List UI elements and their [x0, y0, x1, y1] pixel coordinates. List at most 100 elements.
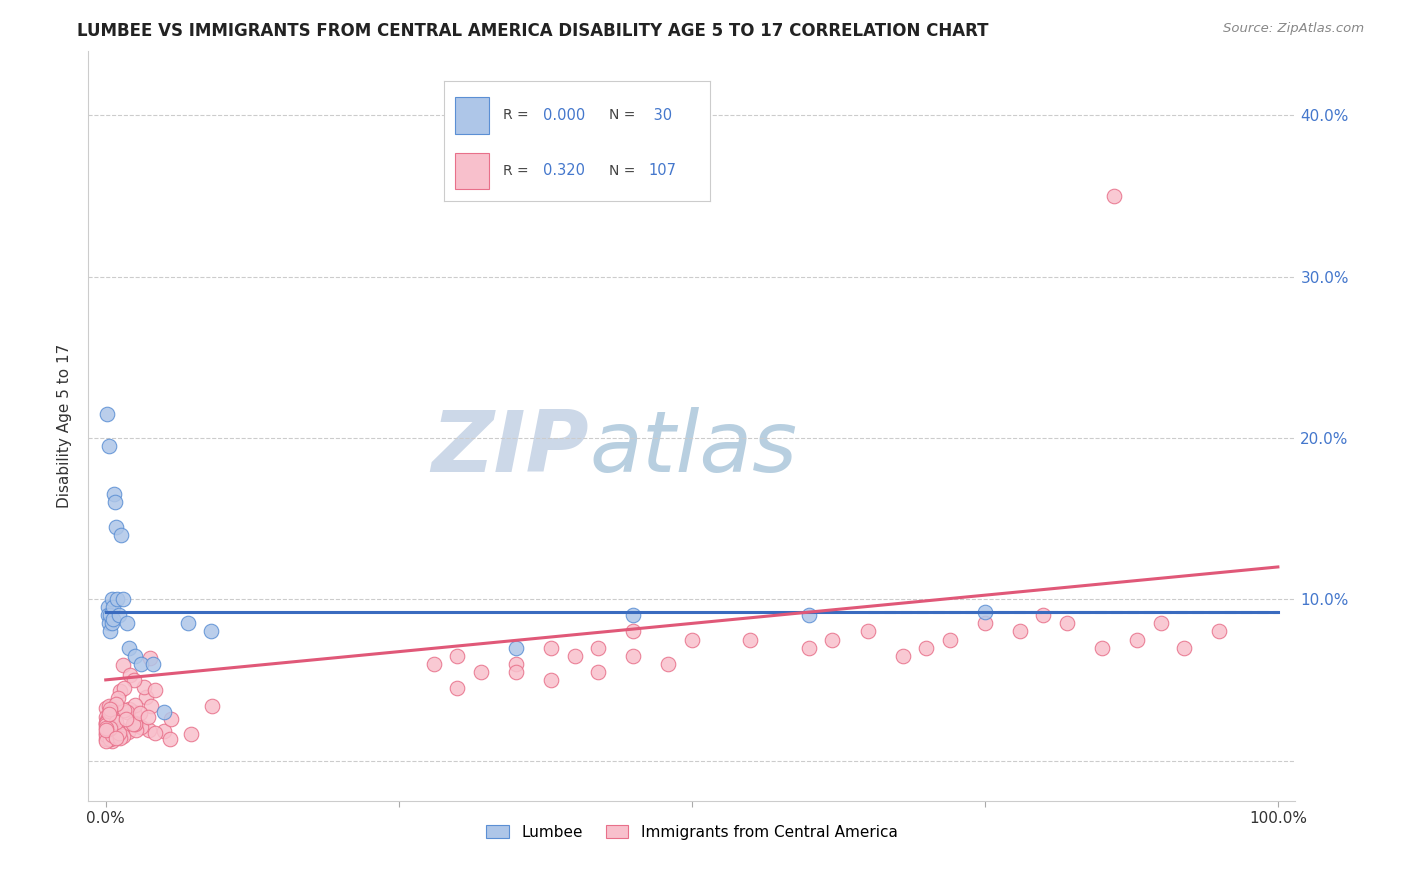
Point — [540, 640, 562, 655]
Point — [105, 722, 128, 736]
Point — [938, 632, 960, 647]
Point — [136, 710, 159, 724]
Point — [100, 616, 122, 631]
Point — [505, 665, 527, 679]
Point — [141, 699, 163, 714]
Point — [100, 592, 122, 607]
Point — [94, 718, 117, 732]
Point — [98, 702, 121, 716]
Point — [98, 705, 121, 719]
Text: ZIP: ZIP — [432, 407, 589, 490]
Point — [118, 702, 141, 716]
Point — [94, 728, 117, 742]
Point — [177, 616, 200, 631]
Point — [94, 733, 117, 747]
Y-axis label: Disability Age 5 to 17: Disability Age 5 to 17 — [58, 343, 72, 508]
Point — [821, 632, 844, 647]
Point — [118, 640, 141, 655]
Point — [797, 640, 820, 655]
Point — [129, 657, 152, 671]
Point — [132, 680, 155, 694]
Point — [540, 673, 562, 687]
Point — [108, 731, 131, 746]
Point — [1008, 624, 1031, 639]
Point — [98, 439, 121, 453]
Point — [110, 527, 132, 541]
Point — [423, 657, 446, 671]
Point — [153, 723, 176, 738]
Point — [100, 720, 122, 734]
Point — [564, 648, 586, 663]
Point — [124, 716, 146, 731]
Point — [115, 616, 138, 631]
Text: LUMBEE VS IMMIGRANTS FROM CENTRAL AMERICA DISABILITY AGE 5 TO 17 CORRELATION CHA: LUMBEE VS IMMIGRANTS FROM CENTRAL AMERIC… — [77, 22, 988, 40]
Point — [94, 723, 117, 737]
Point — [1032, 608, 1054, 623]
Point — [97, 698, 120, 713]
Point — [621, 624, 644, 639]
Point — [446, 648, 468, 663]
Point — [96, 713, 118, 727]
Point — [96, 716, 118, 731]
Point — [103, 712, 125, 726]
Point — [115, 712, 138, 726]
Point — [104, 704, 127, 718]
Point — [94, 732, 117, 747]
Point — [100, 703, 122, 717]
Point — [105, 714, 128, 729]
Point — [1091, 640, 1114, 655]
Point — [159, 712, 181, 726]
Point — [118, 668, 141, 682]
Point — [1208, 624, 1230, 639]
Point — [138, 723, 160, 737]
Point — [180, 727, 202, 741]
Point — [117, 724, 139, 739]
Point — [110, 683, 132, 698]
Point — [107, 690, 129, 705]
Point — [122, 706, 145, 720]
Point — [112, 703, 135, 717]
Point — [1173, 640, 1195, 655]
Point — [107, 608, 129, 623]
Point — [586, 640, 609, 655]
Point — [505, 640, 527, 655]
Point — [138, 650, 160, 665]
Point — [129, 720, 152, 734]
Point — [891, 648, 914, 663]
Point — [108, 726, 131, 740]
Point — [98, 616, 121, 631]
Point — [115, 705, 138, 719]
Point — [105, 519, 128, 533]
Point — [100, 608, 122, 623]
Point — [96, 701, 118, 715]
Point — [159, 731, 181, 746]
Point — [112, 729, 135, 743]
Point — [143, 725, 166, 739]
Point — [740, 632, 762, 647]
Point — [657, 657, 679, 671]
Point — [973, 616, 995, 631]
Text: atlas: atlas — [589, 407, 797, 490]
Point — [797, 608, 820, 623]
Point — [124, 717, 146, 731]
Point — [98, 730, 121, 744]
Point — [96, 730, 118, 744]
Point — [142, 657, 165, 671]
Text: Source: ZipAtlas.com: Source: ZipAtlas.com — [1223, 22, 1364, 36]
Point — [97, 600, 120, 615]
Point — [107, 592, 129, 607]
Point — [110, 723, 132, 737]
Point — [105, 698, 128, 712]
Point — [100, 700, 122, 714]
Point — [96, 726, 118, 740]
Point — [101, 600, 124, 615]
Point — [96, 714, 118, 729]
Legend: Lumbee, Immigrants from Central America: Lumbee, Immigrants from Central America — [479, 819, 904, 846]
Point — [129, 706, 152, 721]
Point — [122, 717, 145, 731]
Point — [1150, 616, 1173, 631]
Point — [103, 487, 125, 501]
Point — [98, 732, 121, 747]
Point — [621, 608, 644, 623]
Point — [98, 732, 121, 747]
